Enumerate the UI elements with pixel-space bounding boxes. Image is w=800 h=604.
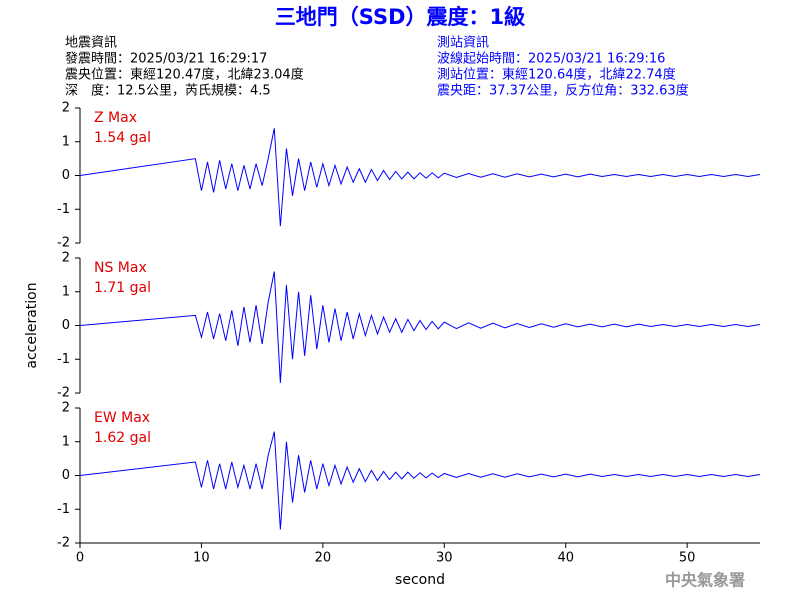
y-tick-label: 1 [62, 134, 70, 149]
y-tick-label: -2 [57, 386, 70, 401]
info-left: 深 度：12.5公里，芮氏規模：4.5 [65, 83, 271, 99]
y-tick-label: -1 [57, 502, 70, 517]
waveform [79, 271, 761, 383]
x-tick-label: 20 [315, 551, 332, 566]
info-right: 測站位置：東經120.64度，北緯22.74度 [437, 67, 676, 83]
y-tick-label: -1 [57, 202, 70, 217]
y-tick-label: 0 [62, 318, 70, 333]
watermark: 中央氣象署 [665, 571, 745, 590]
x-tick-label: 50 [679, 551, 696, 566]
y-tick-label: 2 [62, 251, 70, 266]
max-value: 1.54 gal [94, 130, 151, 146]
info-left: 發震時間：2025/03/21 16:29:17 [65, 52, 267, 67]
info-right: 波線起始時間：2025/03/21 16:29:16 [437, 51, 665, 67]
y-tick-label: 1 [62, 284, 70, 299]
max-value: 1.71 gal [94, 280, 151, 296]
y-tick-label: -1 [57, 352, 70, 367]
waveform [79, 431, 761, 530]
y-tick-label: -2 [57, 236, 70, 251]
info-left: 地震資訊 [65, 36, 117, 51]
y-tick-label: 2 [62, 101, 70, 116]
y-tick-label: 1 [62, 434, 70, 449]
waveform [79, 128, 761, 227]
y-tick-label: -2 [57, 536, 70, 551]
x-tick-label: 30 [436, 551, 453, 566]
max-name: EW Max [94, 410, 150, 426]
y-tick-label: 0 [62, 168, 70, 183]
info-right: 測站資訊 [437, 36, 489, 51]
x-tick-label: 0 [76, 551, 84, 566]
info-left: 震央位置：東經120.47度，北緯23.04度 [65, 67, 304, 83]
max-name: NS Max [94, 260, 147, 276]
y-axis-label: acceleration [24, 282, 40, 368]
max-name: Z Max [94, 110, 137, 126]
y-tick-label: 0 [62, 468, 70, 483]
title: 三地門（SSD）震度：1級 [275, 5, 525, 29]
max-value: 1.62 gal [94, 430, 151, 446]
y-tick-label: 2 [62, 401, 70, 416]
x-tick-label: 10 [193, 551, 210, 566]
x-axis-label: second [395, 572, 445, 588]
x-tick-label: 40 [557, 551, 574, 566]
info-right: 震央距：37.37公里，反方位角：332.63度 [437, 83, 689, 99]
